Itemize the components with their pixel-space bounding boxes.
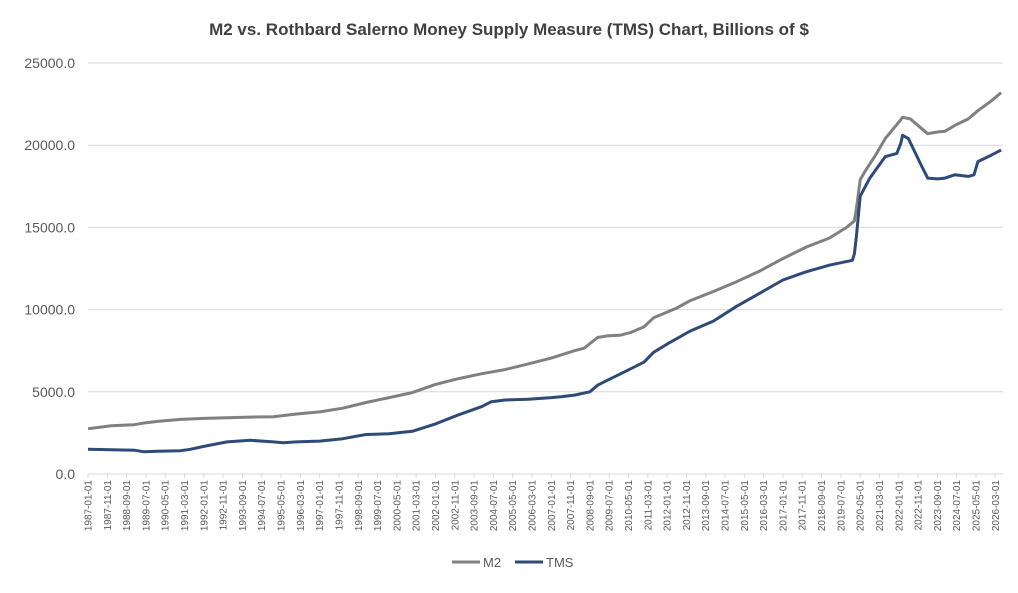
x-tick-label: 2007-11-01: [566, 480, 577, 531]
x-tick-label: 1989-07-01: [141, 480, 152, 532]
chart-title: M2 vs. Rothbard Salerno Money Supply Mea…: [209, 20, 809, 39]
x-tick-label: 2002-01-01: [431, 480, 442, 532]
x-tick-label: 1997-01-01: [315, 480, 326, 532]
y-tick-label: 5000.0: [32, 384, 75, 400]
legend-label-m2: M2: [483, 555, 501, 570]
legend-label-tms: TMS: [546, 555, 574, 570]
x-tick-label: 2017-11-01: [798, 480, 809, 531]
x-tick-label: 2009-07-01: [605, 480, 616, 532]
x-tick-label: 2006-03-01: [527, 480, 538, 532]
x-tick-label: 2004-07-01: [489, 480, 500, 532]
x-tick-label: 2016-03-01: [759, 480, 770, 532]
x-tick-label: 2021-03-01: [875, 480, 886, 532]
y-tick-label: 15000.0: [24, 219, 75, 235]
series-line-tms: [87, 133, 1002, 454]
x-tick-label: 2020-05-01: [856, 480, 867, 532]
x-tick-label: 2003-09-01: [470, 480, 481, 532]
x-tick-label: 1993-09-01: [238, 480, 249, 532]
x-tick-label: 2013-09-01: [701, 480, 712, 532]
x-tick-label: 2026-03-01: [991, 480, 1002, 532]
x-tick-label: 1992-01-01: [199, 480, 210, 532]
series-lines: [87, 91, 1003, 454]
x-tick-label: 2014-07-01: [721, 480, 732, 532]
y-tick-label: 10000.0: [24, 302, 75, 318]
x-tick-label: 2008-09-01: [585, 480, 596, 532]
x-tick-label: 1994-07-01: [257, 480, 268, 532]
x-tick-label: 2012-01-01: [663, 480, 674, 532]
x-tick-label: 1997-11-01: [334, 480, 345, 531]
y-tick-label: 0.0: [56, 466, 76, 482]
legend: M2 TMS: [452, 555, 574, 570]
x-tick-label: 1990-05-01: [161, 480, 172, 532]
x-tick-label: 2024-07-01: [952, 480, 963, 532]
x-tick-label: 1996-03-01: [296, 480, 307, 532]
x-tick-label: 1987-11-01: [103, 480, 114, 531]
x-tick-label: 1991-03-01: [180, 480, 191, 532]
x-tick-label: 2001-03-01: [412, 480, 423, 532]
series-line-m2: [87, 91, 1003, 431]
x-tick-label: 2019-07-01: [836, 480, 847, 532]
x-tick-label: 1987-01-01: [84, 480, 95, 532]
x-tick-label: 2022-11-01: [914, 480, 925, 531]
x-tick-label: 2010-05-01: [624, 480, 635, 532]
x-tick-label: 2012-11-01: [682, 480, 693, 531]
x-tick-label: 2025-05-01: [971, 480, 982, 532]
x-tick-label: 2011-03-01: [643, 480, 654, 531]
x-tick-label: 2015-05-01: [740, 480, 751, 532]
x-tick-label: 2005-05-01: [508, 480, 519, 532]
x-tick-label: 2007-01-01: [547, 480, 558, 532]
x-tick-label: 2017-01-01: [778, 480, 789, 532]
x-tick-label: 1999-07-01: [373, 480, 384, 532]
y-tick-label: 25000.0: [24, 55, 75, 71]
x-tick-label: 1988-09-01: [122, 480, 133, 532]
x-tick-label: 2023-09-01: [933, 480, 944, 532]
x-tick-label: 2018-09-01: [817, 480, 828, 532]
x-tick-label: 1998-09-01: [354, 480, 365, 532]
y-axis-ticks: 0.0 5000.0 10000.0 15000.0 20000.0 25000.0: [24, 55, 75, 482]
x-tick-label: 2002-11-01: [450, 480, 461, 531]
x-tick-label: 1995-05-01: [277, 480, 288, 532]
x-tick-label: 2000-05-01: [392, 480, 403, 532]
x-tick-label: 1992-11-01: [219, 480, 230, 531]
x-tick-label: 2022-01-01: [894, 480, 905, 532]
x-axis-ticks: 1987-01-01 1987-11-01 1988-09-01 1989-07-01…: [84, 474, 1002, 531]
y-tick-label: 20000.0: [24, 137, 75, 153]
gridlines: [88, 62, 1003, 393]
